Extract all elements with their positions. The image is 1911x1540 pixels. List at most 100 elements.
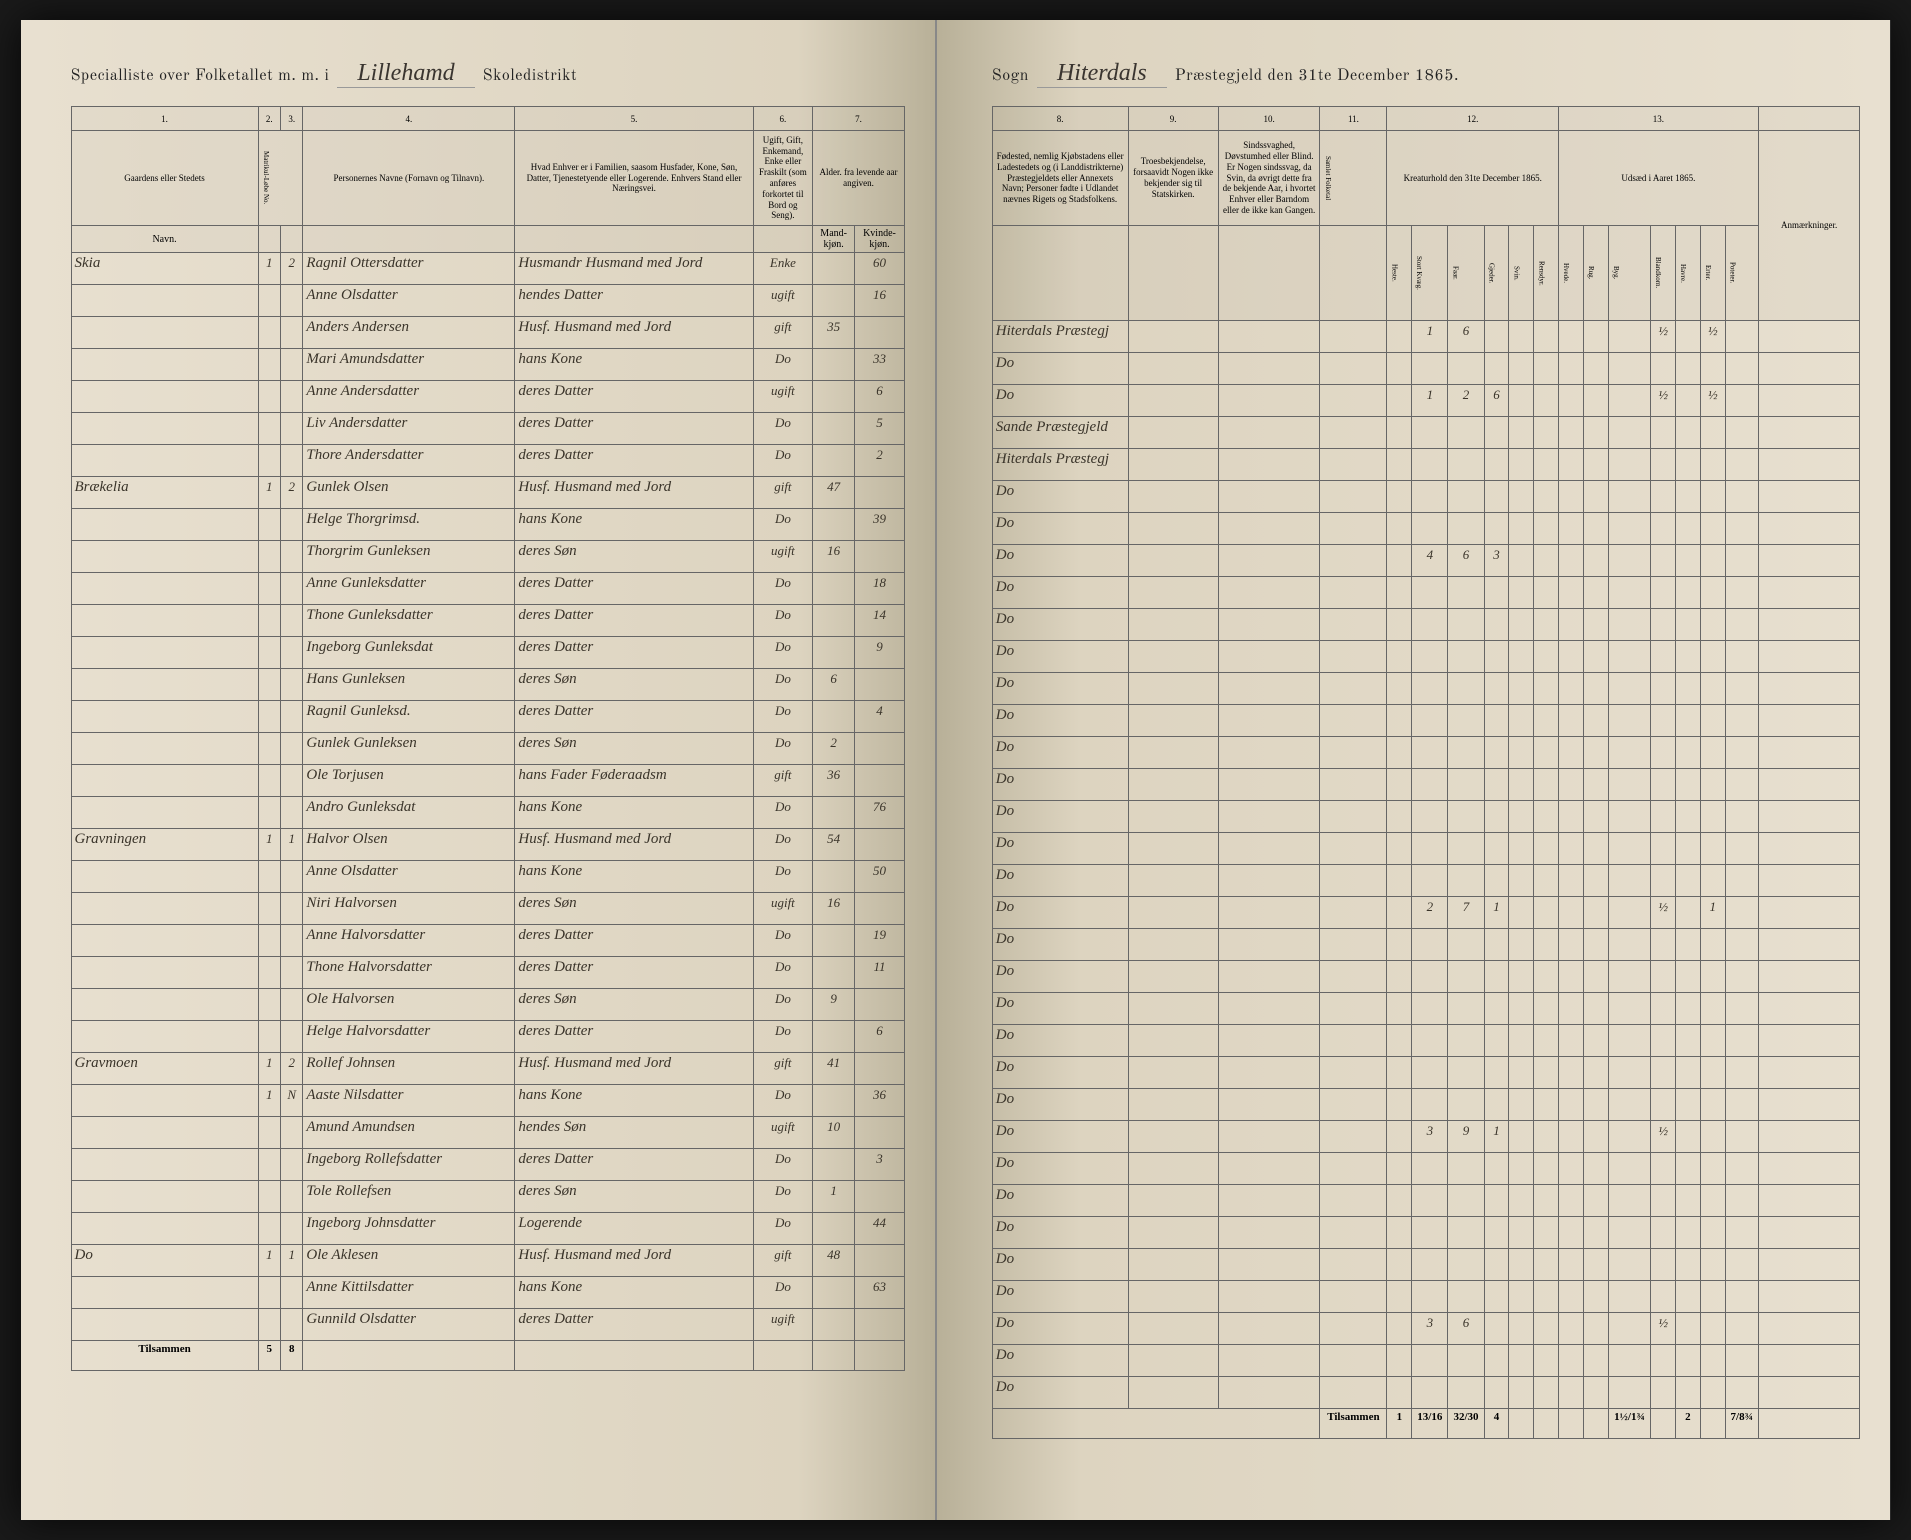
cell [1534,1185,1559,1217]
cell [1509,929,1534,961]
cell [1675,961,1700,993]
col-8: 8. [992,107,1128,131]
cell: Husf. Husmand med Jord [515,829,753,861]
cell [280,509,302,541]
cell [1484,1057,1509,1089]
cell [1448,1345,1484,1377]
cell: 1 [258,829,280,861]
census-book: Specialliste over Folketallet m. m. i Li… [21,20,1891,1520]
cell: Helge Halvorsdatter [303,1021,515,1053]
cell: Do [992,1345,1128,1377]
cell: Anne Olsdatter [303,285,515,317]
cell [1509,1089,1534,1121]
table-row: Do [992,993,1860,1025]
cell: Gunlek Olsen [303,477,515,509]
cell: hendes Søn [515,1117,753,1149]
cell [1725,961,1758,993]
header-suffix: Skoledistrikt [483,66,577,86]
cell: deres Datter [515,637,753,669]
cell: Do [992,1377,1128,1409]
cell [1559,577,1584,609]
cell [1559,1313,1584,1345]
table-row: Ingeborg Rollefsdatterderes DatterDo3 [71,1149,904,1181]
cell [1128,1345,1218,1377]
cell [1534,1377,1559,1409]
cell [1218,449,1320,481]
cell [1484,1153,1509,1185]
sub-col: Gjeder. [1484,226,1509,321]
cell [1583,481,1608,513]
cell [1387,1249,1412,1281]
cell [813,605,855,637]
cell [1484,833,1509,865]
cell: Do [992,1025,1128,1057]
cell [1509,545,1534,577]
sub-col: Rensdyr. [1534,226,1559,321]
cell [258,1181,280,1213]
cell: Do [753,1085,813,1117]
cell [1700,577,1725,609]
cell: Do [992,801,1128,833]
cell [1412,705,1448,737]
table-row: Do [992,769,1860,801]
cell [71,445,258,477]
cell [1608,801,1650,833]
cell: 18 [855,573,905,605]
cell [1218,1025,1320,1057]
table-row: Gravmoen12Rollef JohnsenHusf. Husmand me… [71,1053,904,1085]
cell [1559,769,1584,801]
cell [1725,641,1758,673]
cell [1725,705,1758,737]
cell [1758,513,1860,545]
cell [258,541,280,573]
cell: Do [992,1121,1128,1153]
table-row: Do [992,737,1860,769]
cell [1448,705,1484,737]
cell: ½ [1651,1121,1676,1153]
cell [1320,1089,1387,1121]
table-row: Do [992,481,1860,513]
cell [1651,577,1676,609]
cell: 16 [813,541,855,573]
cell [1758,641,1860,673]
cell [1534,1345,1559,1377]
cell [1675,1121,1700,1153]
cell [1651,1345,1676,1377]
cell [280,573,302,605]
cell [1758,1313,1860,1345]
cell [1559,673,1584,705]
cell [1534,449,1559,481]
col-4: 4. [303,107,515,131]
cell [71,1181,258,1213]
cell: 3 [1412,1313,1448,1345]
cell [1725,449,1758,481]
table-row: Ragnil Gunleksd.deres DatterDo4 [71,701,904,733]
table-row: Anne Andersdatterderes Datterugift6 [71,381,904,413]
sub-col: Stort Kvæg. [1412,226,1448,321]
cell [1725,1377,1758,1409]
cell: Do [753,989,813,1021]
cell [1484,513,1509,545]
cell: 63 [855,1277,905,1309]
cell: 1 [258,253,280,285]
cell [1583,321,1608,353]
h-vert: Matrikul-Løbe No. [258,131,303,226]
cell: 16 [855,285,905,317]
cell [280,1117,302,1149]
cell [1758,993,1860,1025]
table-row: Anne Gunleksdatterderes DatterDo18 [71,573,904,605]
table-row: Gunnild Olsdatterderes Datterugift [71,1309,904,1341]
cell [1448,929,1484,961]
cell [855,733,905,765]
cell [1559,993,1584,1025]
cell: 1 [1700,897,1725,929]
cell: 6 [855,381,905,413]
table-row: Do [992,929,1860,961]
cell: Do [753,861,813,893]
cell [1320,993,1387,1025]
cell: Do [992,705,1128,737]
table-row: Do463 [992,545,1860,577]
cell [1218,865,1320,897]
cell [1758,385,1860,417]
table-row: Do [992,961,1860,993]
